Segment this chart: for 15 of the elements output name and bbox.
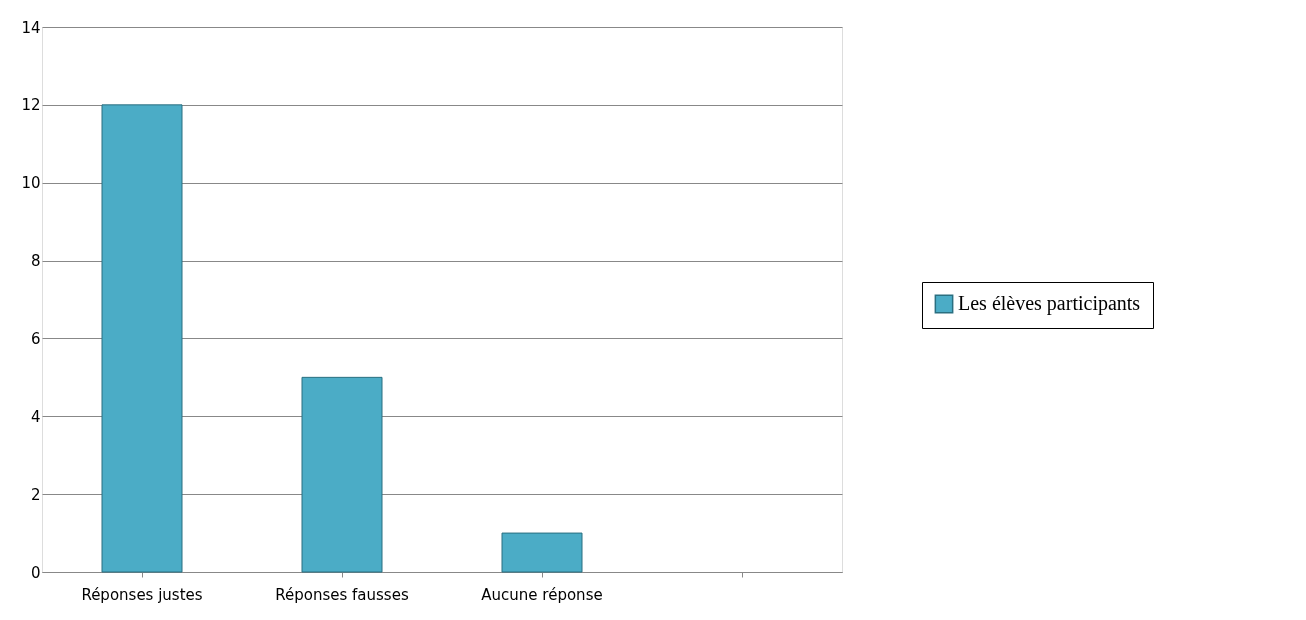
y-tick-label: 10 (21, 174, 41, 193)
y-tick-label: 14 (21, 18, 41, 37)
bar (101, 104, 183, 573)
x-tick-label: Aucune réponse (481, 585, 603, 604)
x-tick-label: Réponses justes (81, 585, 203, 604)
x-tick-label: Réponses fausses (275, 585, 409, 604)
y-tick-label: 6 (30, 329, 41, 348)
y-tick-label: 12 (21, 96, 41, 115)
bar (301, 376, 383, 573)
y-tick-label: 8 (30, 252, 41, 271)
y-tick-label: 4 (30, 407, 41, 426)
bar (501, 532, 583, 573)
legend-label: Les élèves participants (958, 292, 1141, 315)
y-tick-label: 2 (30, 485, 41, 504)
y-tick-label: 0 (30, 563, 41, 582)
